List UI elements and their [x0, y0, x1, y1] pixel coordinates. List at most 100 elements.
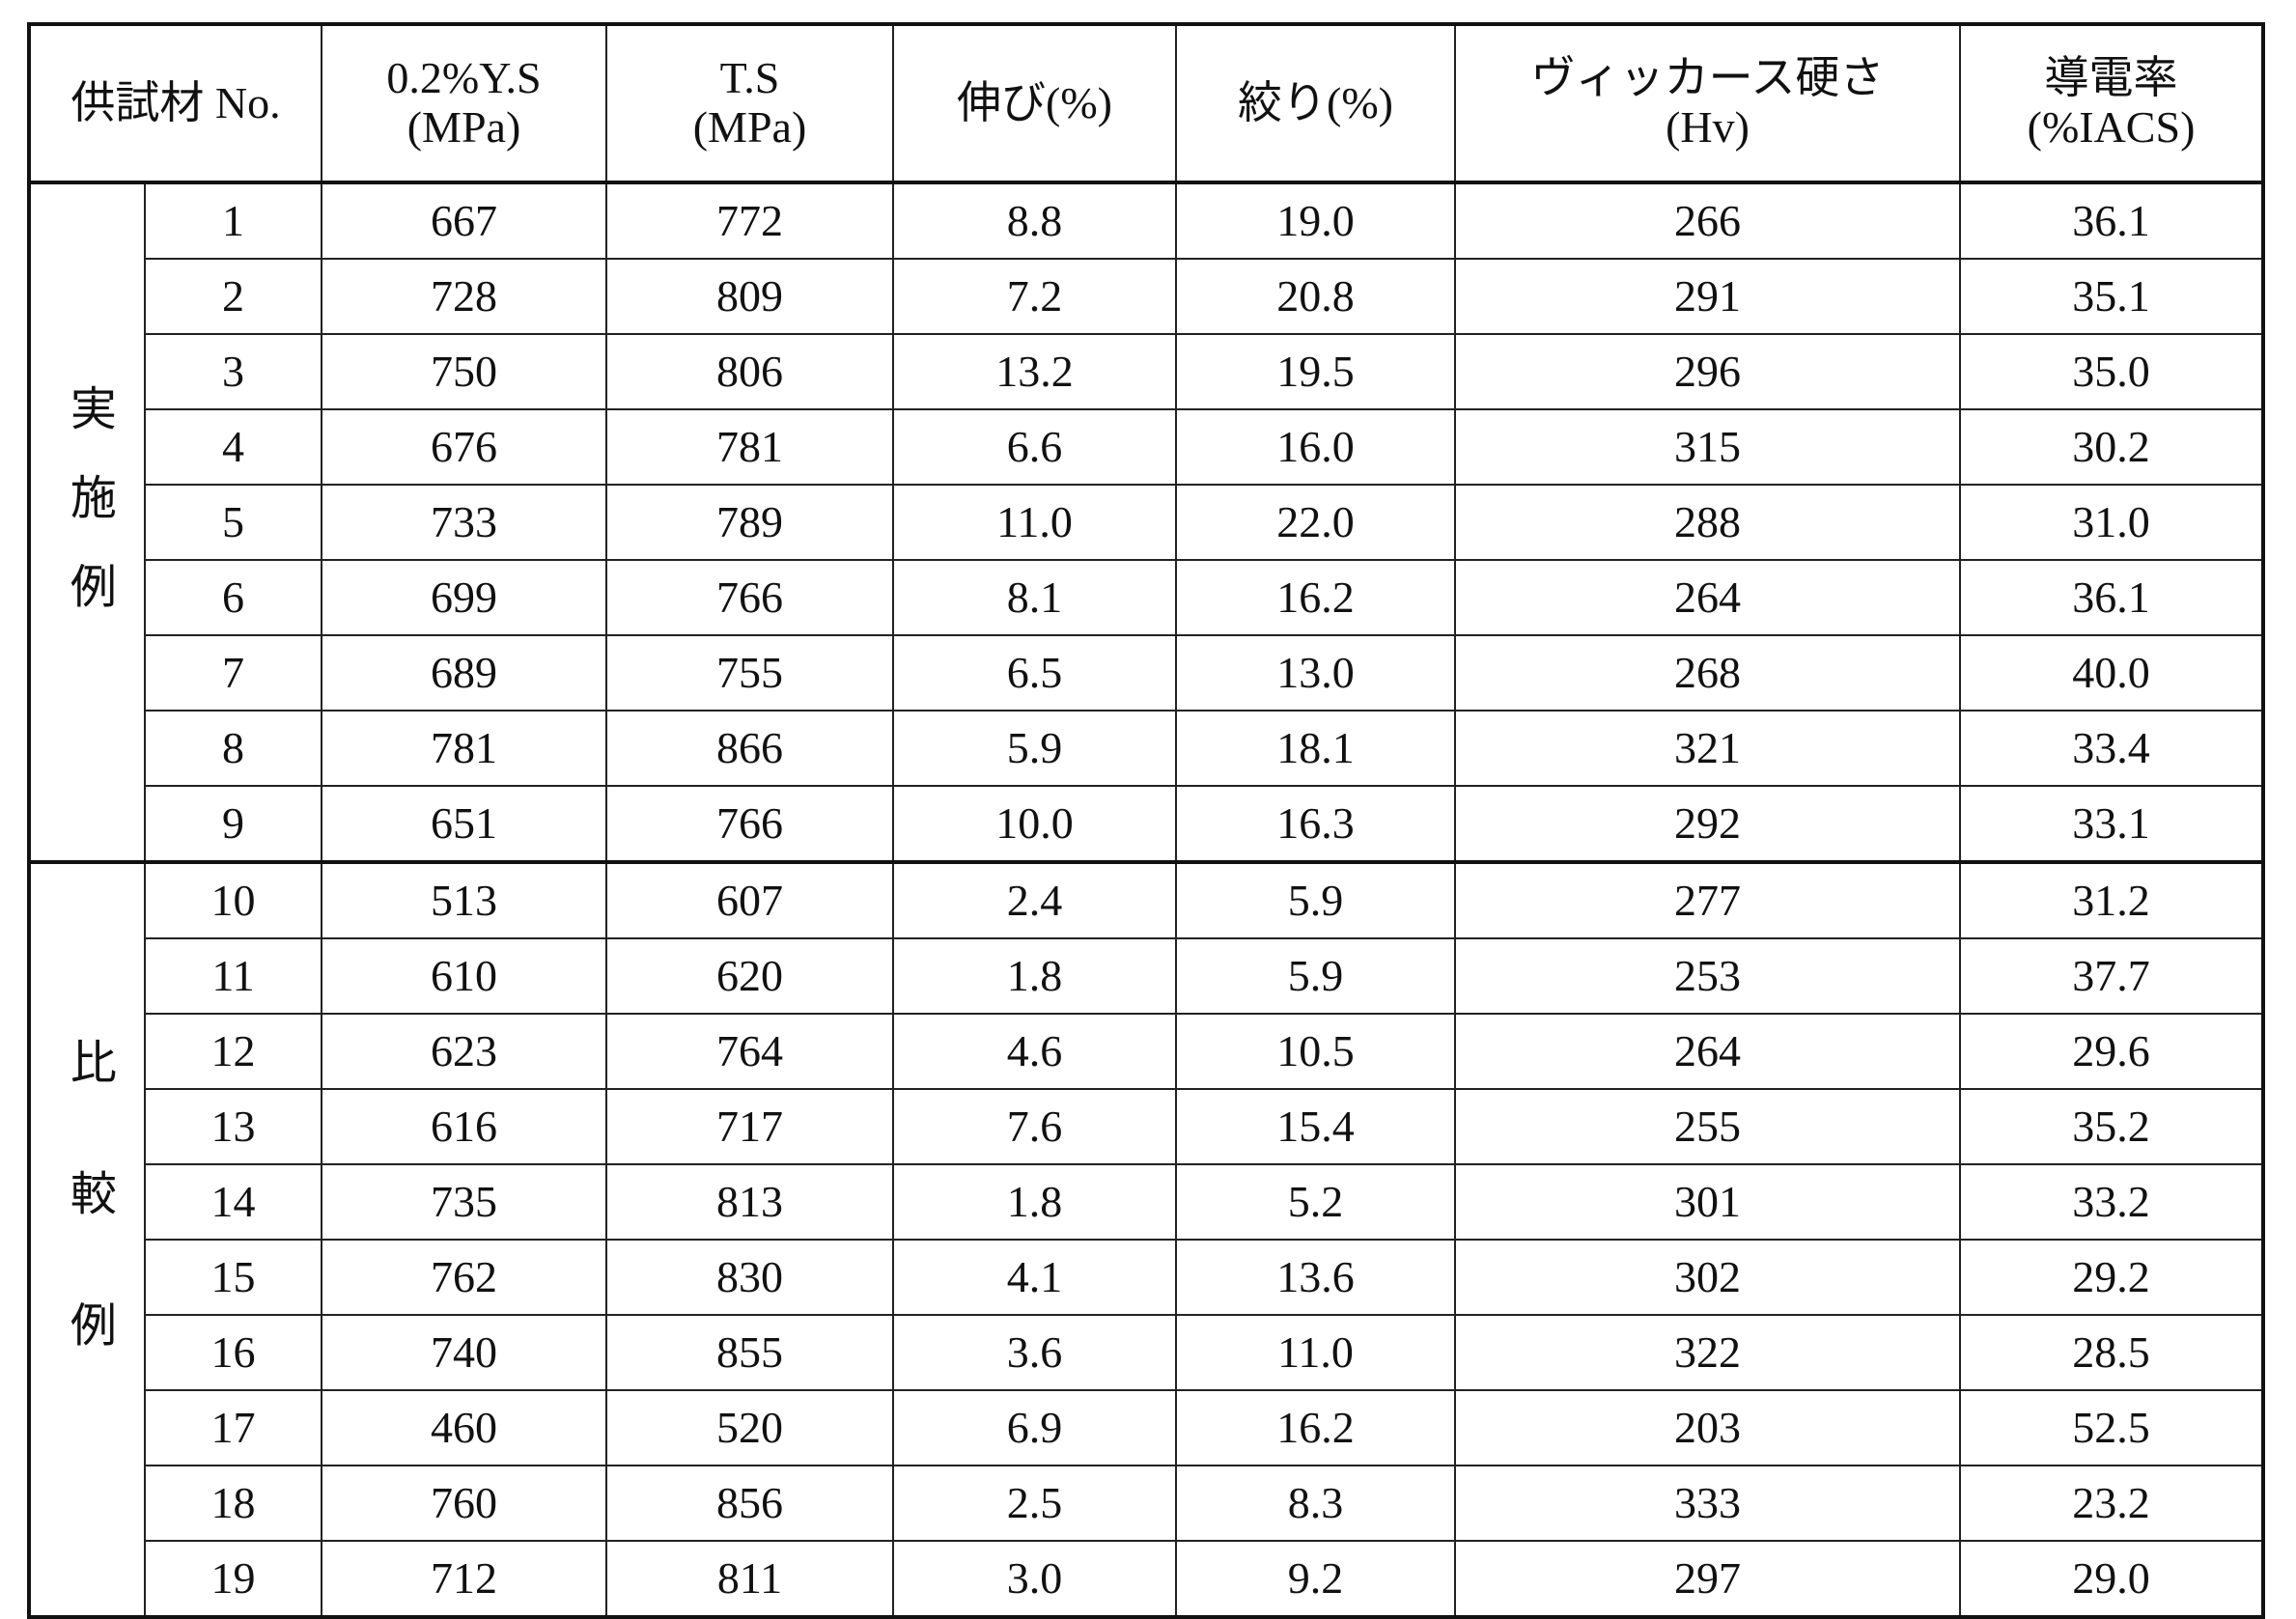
value-cell: 16.3: [1176, 786, 1455, 862]
table-row: 76897556.513.026840.0: [29, 635, 2263, 711]
value-cell: 809: [606, 259, 893, 334]
value-cell: 764: [606, 1014, 893, 1089]
value-cell: 866: [606, 711, 893, 786]
sample-no: 2: [145, 259, 322, 334]
value-cell: 717: [606, 1089, 893, 1164]
value-cell: 3.0: [893, 1541, 1176, 1617]
value-cell: 29.0: [1960, 1541, 2263, 1617]
value-cell: 23.2: [1960, 1465, 2263, 1541]
value-cell: 4.1: [893, 1240, 1176, 1315]
value-cell: 264: [1455, 560, 1960, 635]
sample-no: 13: [145, 1089, 322, 1164]
table-row: 87818665.918.132133.4: [29, 711, 2263, 786]
value-cell: 35.0: [1960, 334, 2263, 409]
value-cell: 2.5: [893, 1465, 1176, 1541]
table-row: 167408553.611.032228.5: [29, 1315, 2263, 1390]
value-cell: 13.2: [893, 334, 1176, 409]
value-cell: 855: [606, 1315, 893, 1390]
value-cell: 5.2: [1176, 1164, 1455, 1240]
value-cell: 1.8: [893, 938, 1176, 1014]
value-cell: 699: [322, 560, 606, 635]
value-cell: 22.0: [1176, 485, 1455, 560]
table-row: 187608562.58.333323.2: [29, 1465, 2263, 1541]
header-cell: 絞り(%): [1176, 24, 1455, 182]
header-cell: 伸び(%): [893, 24, 1176, 182]
value-cell: 616: [322, 1089, 606, 1164]
value-cell: 29.6: [1960, 1014, 2263, 1089]
value-cell: 830: [606, 1240, 893, 1315]
value-cell: 735: [322, 1164, 606, 1240]
sample-no: 10: [145, 862, 322, 938]
value-cell: 2.4: [893, 862, 1176, 938]
value-cell: 6.9: [893, 1390, 1176, 1465]
value-cell: 651: [322, 786, 606, 862]
sample-no: 14: [145, 1164, 322, 1240]
value-cell: 31.0: [1960, 485, 2263, 560]
table-row: 27288097.220.829135.1: [29, 259, 2263, 334]
table-row: 46767816.616.031530.2: [29, 409, 2263, 485]
table-row: 126237644.610.526429.6: [29, 1014, 2263, 1089]
value-cell: 33.2: [1960, 1164, 2263, 1240]
properties-table: 供試材 No. 0.2%Y.S(MPa)T.S(MPa)伸び(%)絞り(%)ヴィ…: [27, 22, 2265, 1619]
sample-no: 1: [145, 182, 322, 259]
table-row: 147358131.85.230133.2: [29, 1164, 2263, 1240]
header-line: 伸び(%): [894, 79, 1175, 128]
sample-no: 19: [145, 1541, 322, 1617]
value-cell: 520: [606, 1390, 893, 1465]
value-cell: 333: [1455, 1465, 1960, 1541]
value-cell: 772: [606, 182, 893, 259]
value-cell: 264: [1455, 1014, 1960, 1089]
value-cell: 20.8: [1176, 259, 1455, 334]
value-cell: 36.1: [1960, 560, 2263, 635]
value-cell: 762: [322, 1240, 606, 1315]
value-cell: 33.4: [1960, 711, 2263, 786]
table-row: 573378911.022.028831.0: [29, 485, 2263, 560]
header-line: T.S: [607, 54, 892, 103]
table-header: 供試材 No. 0.2%Y.S(MPa)T.S(MPa)伸び(%)絞り(%)ヴィ…: [29, 24, 2263, 182]
value-cell: 18.1: [1176, 711, 1455, 786]
sample-no: 11: [145, 938, 322, 1014]
value-cell: 811: [606, 1541, 893, 1617]
value-cell: 733: [322, 485, 606, 560]
header-line: (MPa): [322, 103, 605, 153]
value-cell: 1.8: [893, 1164, 1176, 1240]
value-cell: 607: [606, 862, 893, 938]
value-cell: 789: [606, 485, 893, 560]
value-cell: 52.5: [1960, 1390, 2263, 1465]
header-line: 導電率: [1961, 54, 2261, 103]
table-row: 375080613.219.529635.0: [29, 334, 2263, 409]
value-cell: 255: [1455, 1089, 1960, 1164]
value-cell: 781: [322, 711, 606, 786]
sample-no: 16: [145, 1315, 322, 1390]
table-row: 116106201.85.925337.7: [29, 938, 2263, 1014]
value-cell: 813: [606, 1164, 893, 1240]
value-cell: 755: [606, 635, 893, 711]
value-cell: 7.2: [893, 259, 1176, 334]
header-line: 0.2%Y.S: [322, 54, 605, 103]
value-cell: 19.0: [1176, 182, 1455, 259]
header-cell: 導電率(%IACS): [1960, 24, 2263, 182]
value-cell: 19.5: [1176, 334, 1455, 409]
value-cell: 291: [1455, 259, 1960, 334]
value-cell: 781: [606, 409, 893, 485]
value-cell: 15.4: [1176, 1089, 1455, 1164]
value-cell: 6.5: [893, 635, 1176, 711]
table-row: 157628304.113.630229.2: [29, 1240, 2263, 1315]
value-cell: 728: [322, 259, 606, 334]
value-cell: 288: [1455, 485, 1960, 560]
header-line: (%IACS): [1961, 103, 2261, 153]
sample-no: 3: [145, 334, 322, 409]
value-cell: 35.1: [1960, 259, 2263, 334]
value-cell: 766: [606, 786, 893, 862]
sample-no: 12: [145, 1014, 322, 1089]
value-cell: 5.9: [1176, 862, 1455, 938]
value-cell: 37.7: [1960, 938, 2263, 1014]
group-label-cell: 実施例: [29, 182, 145, 862]
value-cell: 253: [1455, 938, 1960, 1014]
value-cell: 6.6: [893, 409, 1176, 485]
header-cell: 供試材 No.: [29, 24, 322, 182]
value-cell: 16.2: [1176, 1390, 1455, 1465]
sample-no: 18: [145, 1465, 322, 1541]
value-cell: 268: [1455, 635, 1960, 711]
table-row: 197128113.09.229729.0: [29, 1541, 2263, 1617]
